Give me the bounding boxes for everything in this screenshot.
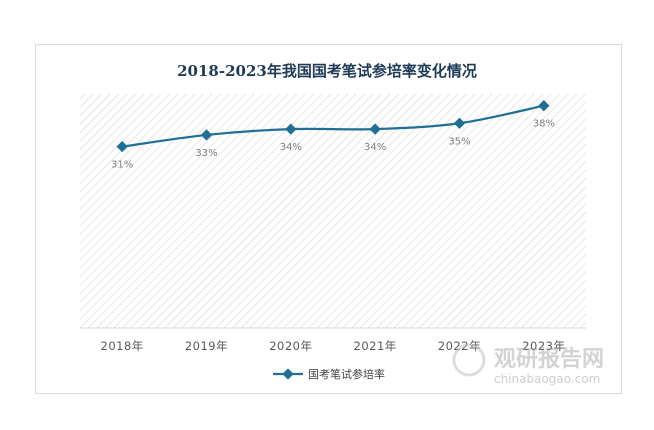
x-tick-label: 2021年 — [354, 339, 397, 353]
series-line — [122, 104, 545, 148]
watermark-logo — [452, 343, 486, 377]
data-point-marker — [369, 123, 381, 135]
data-label: 33% — [195, 148, 217, 159]
data-label: 34% — [364, 142, 386, 153]
plot-area — [80, 94, 586, 328]
x-tick-label: 2023年 — [522, 339, 565, 353]
data-label: 35% — [448, 136, 470, 147]
x-tick-label: 2020年 — [269, 339, 312, 353]
legend: 国考笔试参培率 — [273, 367, 385, 381]
x-tick-label: 2018年 — [101, 339, 144, 353]
x-tick-label: 2019年 — [185, 339, 228, 353]
chart-title: 2018-2023年我国国考笔试参培率变化情况 — [177, 62, 477, 80]
watermark: 观研报告网 chinabaogao.com — [452, 343, 604, 386]
x-tick-labels: 2018年 2019年 2020年 2021年 2022年 2023年 — [101, 339, 565, 353]
data-label: 38% — [533, 119, 555, 130]
legend-marker-swatch — [282, 368, 294, 380]
legend-label: 国考笔试参培率 — [308, 367, 385, 381]
data-label: 34% — [280, 142, 302, 153]
data-point-marker — [200, 129, 213, 141]
data-labels: 31% 33% 34% 34% 35% 38% — [111, 119, 555, 171]
watermark-brand: 观研报告网 — [494, 347, 604, 372]
watermark-url: chinabaogao.com — [494, 372, 600, 386]
x-tick-label: 2022年 — [438, 339, 481, 353]
data-point-marker — [285, 123, 297, 135]
data-label: 31% — [111, 160, 133, 171]
